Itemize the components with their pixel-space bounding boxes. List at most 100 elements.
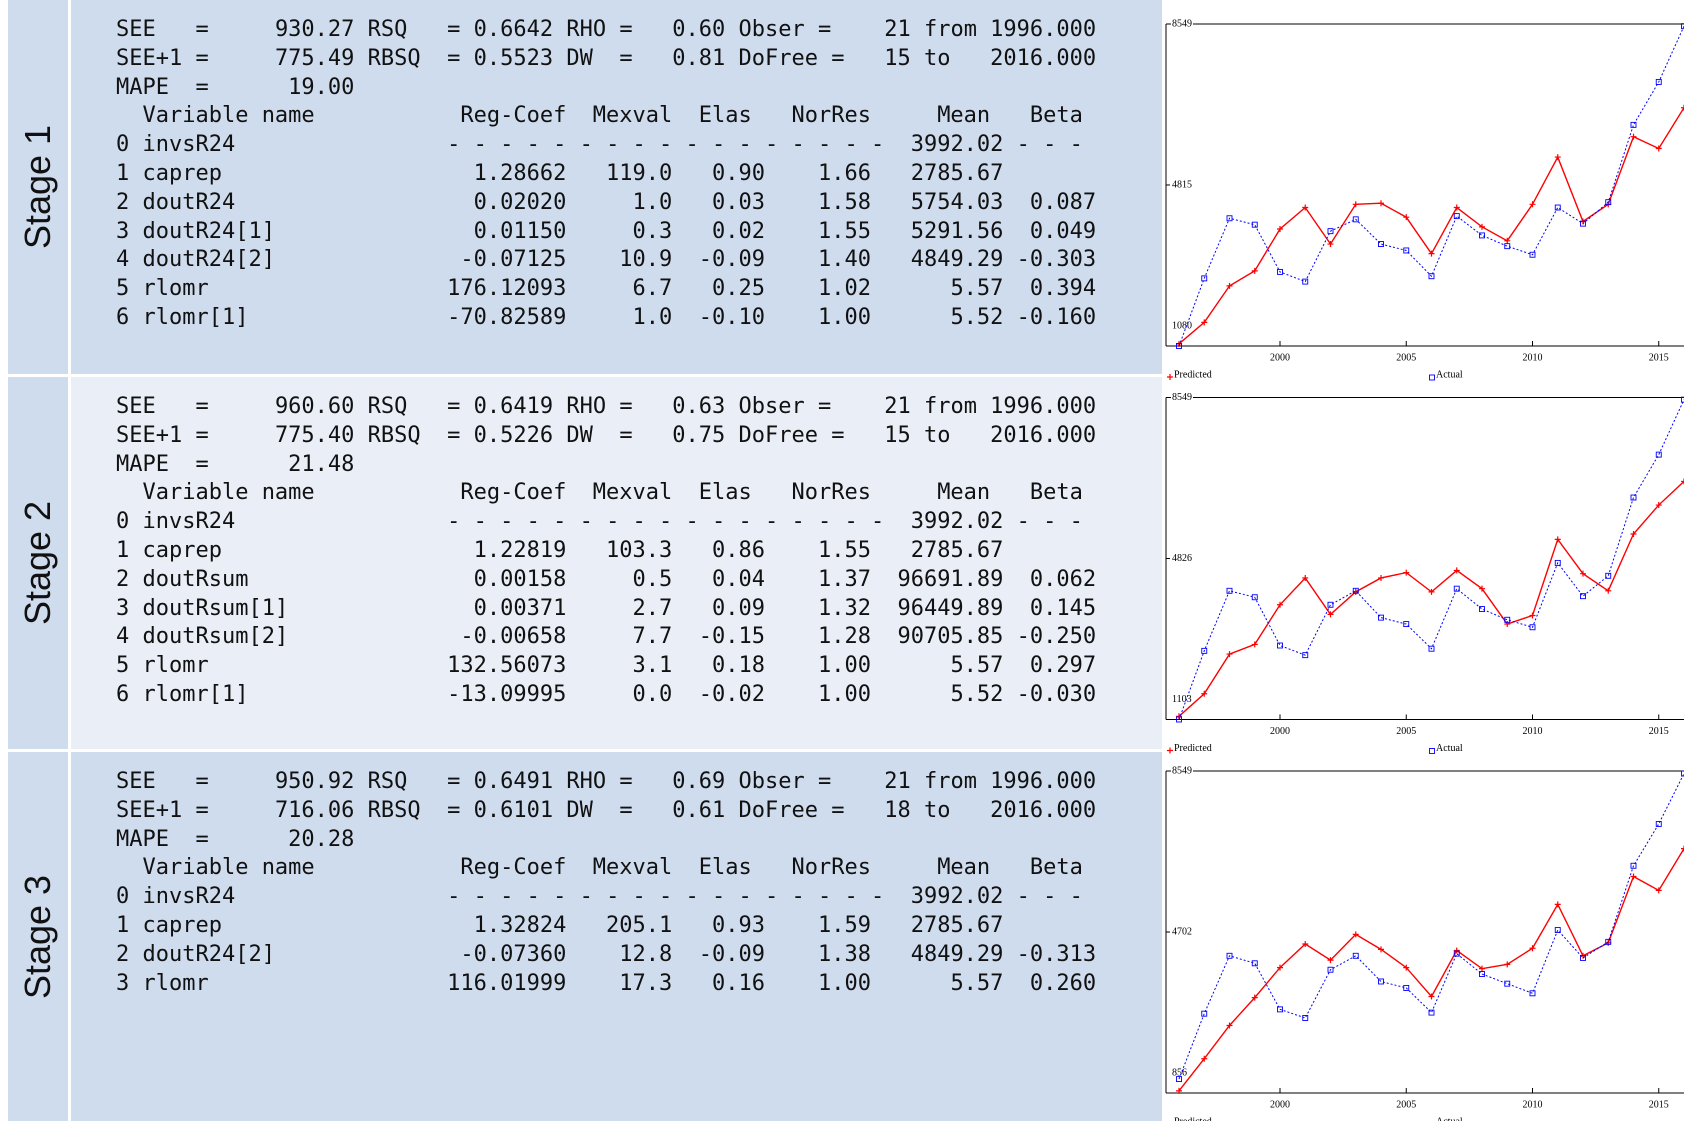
marker [1176, 1076, 1182, 1083]
table-cell: 1.0 [632, 189, 673, 215]
table-cell: 1.00 [817, 682, 871, 707]
table-cell: -0.09 [698, 247, 765, 273]
table-cell: 2785.67 [910, 913, 1004, 938]
marker [1554, 901, 1561, 908]
table-cell: 0.5 [632, 566, 673, 592]
marker [1277, 601, 1283, 608]
table-cell: 0.09 [712, 595, 765, 621]
column-header: Reg-Coef [460, 480, 567, 506]
table-row: 0 invsR24 - - - - - - - - - - - - - - - -… [116, 882, 1176, 911]
marker [1529, 612, 1536, 619]
table-row: 5 rlomr 176.12093 6.7 0.25 1.02 5.57 0.394 [116, 274, 1176, 303]
marker [1277, 642, 1283, 649]
variable-name: 6 rlomr[1] [116, 305, 249, 330]
table-row: 2 doutR24[2] -0.07360 12.8 -0.09 1.38 4849.29… [116, 940, 1176, 969]
legend-label: Predicted [1174, 1116, 1212, 1121]
marker [1176, 716, 1182, 723]
table-cell: 10.9 [619, 247, 673, 273]
table-cell: 1.32 [817, 595, 871, 621]
table-cell: - - - [1016, 884, 1083, 910]
variable-name: 2 doutRsum [116, 566, 249, 592]
table-row: 2 doutRsum 0.00158 0.5 0.04 1.37 96691.89 0.06… [116, 565, 1176, 594]
table-cell: 5754.03 [910, 189, 1004, 215]
table-cell: 205.1 [606, 913, 673, 938]
y-tick-label: 4815 [1172, 179, 1192, 190]
marker [1251, 960, 1258, 967]
marker [1226, 1022, 1233, 1029]
marker [1630, 121, 1637, 128]
marker [1352, 587, 1359, 594]
variable-name: 2 doutR24 [116, 189, 236, 215]
column-header: Mean [937, 103, 991, 129]
column-header: Elas [698, 103, 752, 129]
marker [1352, 931, 1359, 938]
marker [1302, 278, 1309, 285]
variable-name: 0 invsR24 [116, 132, 236, 158]
table-header: Variable name Reg-Coef Mexval Elas NorRes Mea… [116, 853, 1176, 882]
table-cell: 132.56073 [447, 653, 567, 679]
marker [1479, 965, 1485, 972]
table-cell: -0.07125 [460, 247, 567, 273]
label-bg [1171, 391, 1193, 403]
column-header: Beta [1029, 480, 1083, 506]
variable-name: 6 rlomr[1] [116, 682, 249, 707]
stats-line: MAPE = 21.48 [116, 450, 1176, 479]
table-cell: 0.145 [1029, 595, 1097, 621]
table-row: 0 invsR24 - - - - - - - - - - - - - - - -… [116, 507, 1176, 536]
marker [1554, 204, 1561, 211]
y-tick-label: 4702 [1172, 926, 1192, 937]
table-cell: 3992.02 [910, 509, 1004, 535]
marker [1403, 247, 1410, 254]
table-cell: 103.3 [606, 538, 673, 563]
marker [1529, 945, 1536, 952]
table-cell: -0.030 [1016, 682, 1097, 707]
table-row: 2 doutR24 0.02020 1.0 0.03 1.58 5754.03 0.087 [116, 188, 1176, 217]
table-cell: 1.00 [817, 305, 871, 330]
table-cell: 0.062 [1029, 566, 1097, 592]
marker [1327, 966, 1334, 973]
marker [1479, 232, 1485, 239]
x-tick-label: 2015 [1649, 726, 1669, 737]
stage-panel: SEE = 960.60 RSQ = 0.6419 RHO = 0.63 Obs… [71, 377, 1162, 749]
marker [1655, 887, 1662, 894]
stats-text: MAPE = 20.28 [116, 826, 355, 852]
variable-name: 1 caprep [116, 538, 222, 563]
marker [1605, 939, 1612, 946]
marker [1605, 938, 1612, 945]
column-header: Variable name [142, 855, 315, 881]
table-cell: 1.28 [817, 624, 871, 650]
marker [1302, 204, 1309, 211]
table-header: Variable name Reg-Coef Mexval Elas NorRes Mea… [116, 478, 1176, 507]
x-tick-label: 2000 [1270, 352, 1290, 363]
variable-name: 2 doutR24[2] [116, 941, 275, 967]
table-cell: 3.1 [632, 653, 673, 679]
table-cell: 0.0 [632, 682, 673, 707]
variable-name: 1 caprep [116, 913, 222, 938]
table-row: 3 rlomr 116.01999 17.3 0.16 1.00 5.57 0.260 [116, 969, 1176, 998]
table-cell: 3992.02 [910, 884, 1004, 910]
column-header: Variable name [142, 103, 315, 129]
table-cell: -0.160 [1016, 305, 1097, 330]
marker [1504, 980, 1511, 987]
column-header: Mean [937, 855, 991, 881]
column-header: NorRes [791, 103, 871, 129]
table-cell: -70.82589 [447, 305, 567, 330]
stats-text: SEE = 960.60 RSQ = 0.6419 RHO = 0.63 Obs… [116, 394, 1097, 419]
table-cell: 1.37 [817, 566, 871, 592]
variable-name: 3 doutRsum[1] [116, 595, 289, 621]
marker [1453, 213, 1460, 220]
table-header: Variable name Reg-Coef Mexval Elas NorRes Mea… [116, 101, 1176, 130]
table-cell: 3992.02 [910, 132, 1004, 158]
table-cell: 0.04 [712, 566, 765, 592]
table-cell: 0.049 [1029, 218, 1097, 244]
x-tick-label: 2010 [1523, 1099, 1543, 1110]
table-cell: 96449.89 [897, 595, 1004, 621]
marker [1504, 616, 1511, 623]
marker [1580, 220, 1586, 227]
column-header: Beta [1029, 855, 1083, 881]
marker [1453, 950, 1460, 957]
marker [1479, 223, 1485, 230]
stage-label-cell: Stage 2 [8, 377, 68, 749]
marker [1378, 978, 1384, 985]
marker [1681, 845, 1684, 852]
